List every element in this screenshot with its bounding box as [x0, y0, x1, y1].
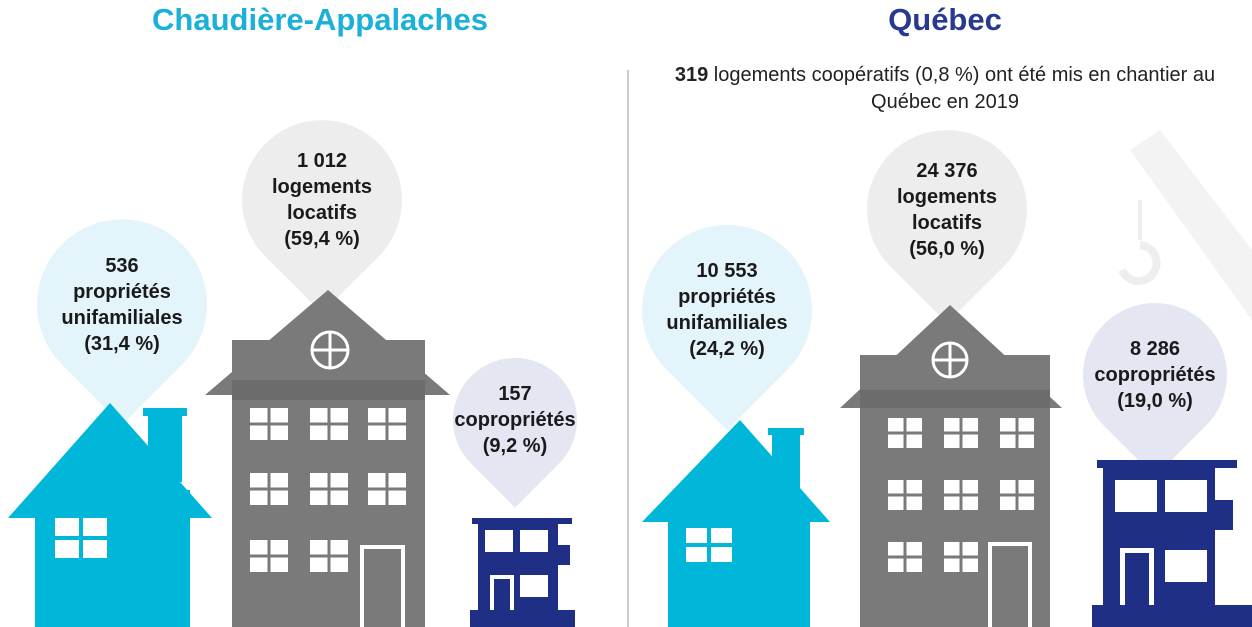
note-number: 319 — [675, 64, 708, 86]
bubble-percent: (9,2 %) — [450, 433, 580, 459]
panel-title: Québec — [695, 2, 1195, 38]
note-text: logements coopératifs (0,8 %) ont été mi… — [714, 64, 1215, 113]
condo-building — [1092, 460, 1252, 627]
bubble-label: logements locatifs — [882, 184, 1012, 236]
bubble-number: 536 — [57, 253, 187, 279]
note: 319 logements coopératifs (0,8 %) ont ét… — [670, 62, 1220, 116]
apartment-building — [840, 305, 1062, 627]
apartment-building — [205, 290, 450, 627]
bubble-label: copropriétés — [1090, 362, 1220, 388]
house — [642, 420, 830, 627]
bubble-percent: (31,4 %) — [57, 331, 187, 357]
bubble-number: 24 376 — [882, 158, 1012, 184]
bubble-percent: (24,2 %) — [662, 336, 792, 362]
bubble-percent: (59,4 %) — [257, 226, 387, 252]
bubble-number: 157 — [450, 381, 580, 407]
bubble-number: 8 286 — [1090, 336, 1220, 362]
crane-background — [1122, 130, 1252, 320]
bubble-number: 1 012 — [257, 148, 387, 174]
bubble-percent: (19,0 %) — [1090, 388, 1220, 414]
bubble-label: propriétés unifamiliales — [662, 284, 792, 336]
bubble-percent: (56,0 %) — [882, 236, 1012, 262]
bubble-label: propriétés unifamiliales — [57, 279, 187, 331]
panel-title: Chaudière-Appalaches — [70, 2, 570, 38]
bubble-label: copropriétés — [450, 407, 580, 433]
bubble-label: logements locatifs — [257, 174, 387, 226]
bubble-number: 10 553 — [662, 258, 792, 284]
infographic: Chaudière-Appalaches Québec 319 logement… — [0, 0, 1252, 627]
condo-building — [470, 518, 575, 627]
house — [8, 403, 212, 627]
